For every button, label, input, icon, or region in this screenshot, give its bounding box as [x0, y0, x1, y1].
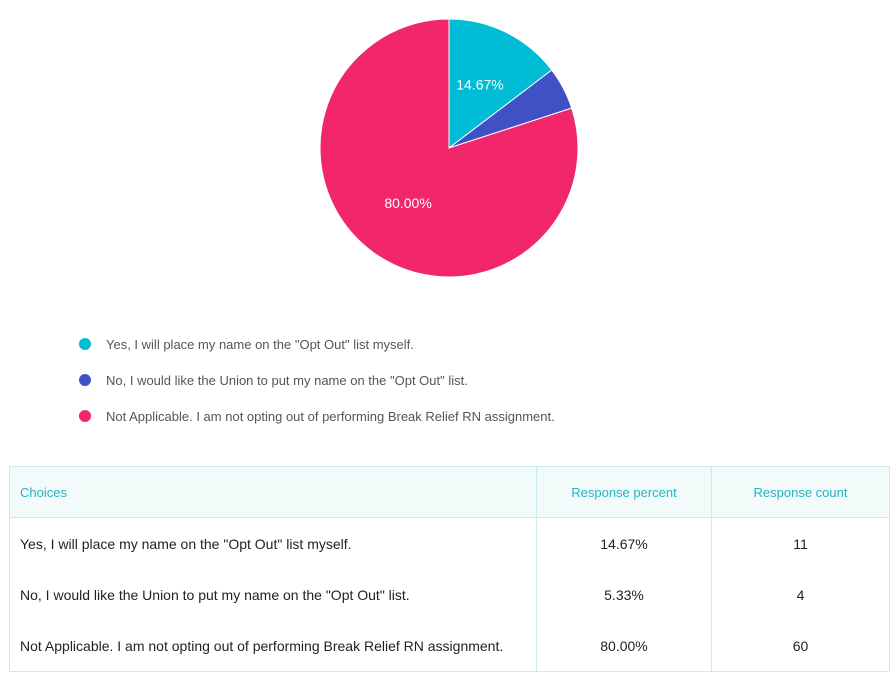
- legend-item[interactable]: Not Applicable. I am not opting out of p…: [79, 398, 555, 434]
- header-choices: Choices: [9, 466, 537, 518]
- table-header-row: Choices Response percent Response count: [9, 466, 890, 518]
- count-cell: 60: [711, 620, 890, 672]
- percent-cell: 14.67%: [536, 517, 712, 569]
- choice-cell: No, I would like the Union to put my nam…: [9, 569, 537, 620]
- legend-swatch: [79, 410, 91, 422]
- chart-legend: Yes, I will place my name on the "Opt Ou…: [79, 326, 555, 434]
- legend-item[interactable]: No, I would like the Union to put my nam…: [79, 362, 555, 398]
- header-response-count: Response count: [711, 466, 890, 518]
- count-cell: 4: [711, 569, 890, 620]
- table-row: Not Applicable. I am not opting out of p…: [9, 620, 890, 672]
- header-response-percent: Response percent: [536, 466, 712, 518]
- legend-label: Yes, I will place my name on the "Opt Ou…: [106, 336, 414, 352]
- results-table: Choices Response percent Response count …: [9, 466, 890, 672]
- legend-item[interactable]: Yes, I will place my name on the "Opt Ou…: [79, 326, 555, 362]
- pie-slice[interactable]: [448, 18, 553, 150]
- slice-data-label: 80.00%: [384, 195, 431, 211]
- legend-swatch: [79, 374, 91, 386]
- choice-cell: Not Applicable. I am not opting out of p…: [9, 620, 537, 672]
- count-cell: 11: [711, 517, 890, 569]
- legend-swatch: [79, 338, 91, 350]
- legend-label: Not Applicable. I am not opting out of p…: [106, 408, 555, 424]
- table-row: No, I would like the Union to put my nam…: [9, 569, 890, 620]
- slice-data-label: 14.67%: [456, 76, 503, 92]
- percent-cell: 80.00%: [536, 620, 712, 672]
- percent-cell: 5.33%: [536, 569, 712, 620]
- choice-cell: Yes, I will place my name on the "Opt Ou…: [9, 517, 537, 569]
- pie-chart: 14.67% 80.00%: [319, 18, 579, 278]
- pie-slice[interactable]: [319, 18, 579, 278]
- legend-label: No, I would like the Union to put my nam…: [106, 372, 468, 388]
- table-row: Yes, I will place my name on the "Opt Ou…: [9, 517, 890, 569]
